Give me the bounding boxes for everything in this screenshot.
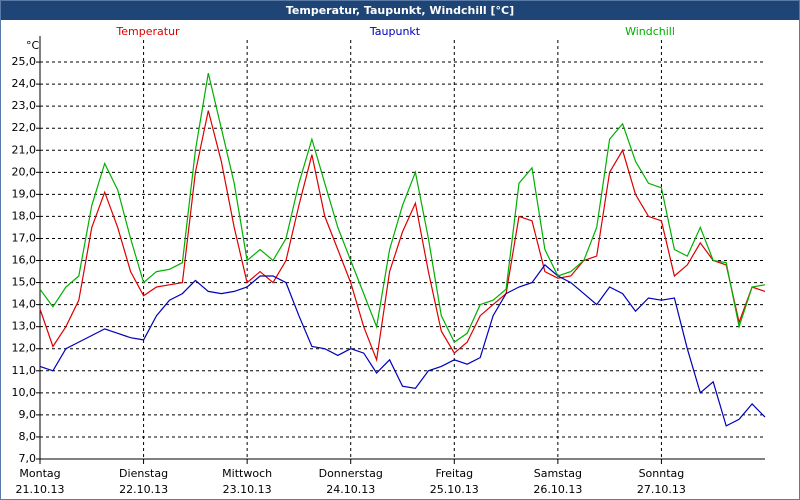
y-tick-label: 13,0 bbox=[12, 320, 37, 333]
x-tick-label: Freitag bbox=[435, 467, 473, 480]
y-tick-label: 8,0 bbox=[19, 430, 37, 443]
y-tick-label: 12,0 bbox=[12, 342, 37, 355]
y-tick-label: 9,0 bbox=[19, 408, 37, 421]
y-tick-label: 7,0 bbox=[19, 452, 37, 465]
y-tick-label: 19,0 bbox=[12, 187, 37, 200]
x-tick-label: Donnerstag bbox=[319, 467, 383, 480]
line bbox=[39, 110, 766, 363]
legend-label: Windchill bbox=[625, 25, 675, 38]
y-tick-label: 16,0 bbox=[12, 254, 37, 267]
y-tick-label: 15,0 bbox=[12, 276, 37, 289]
x-tick-label: Dienstag bbox=[119, 467, 168, 480]
x-tick-date: 21.10.13 bbox=[16, 483, 65, 496]
x-tick-date: 24.10.13 bbox=[326, 483, 375, 496]
y-tick-label: 23,0 bbox=[12, 99, 37, 112]
x-tick-date: 26.10.13 bbox=[533, 483, 582, 496]
y-unit: °C bbox=[26, 39, 40, 52]
x-tick-label: Sonntag bbox=[639, 467, 685, 480]
x-tick-date: 27.10.13 bbox=[637, 483, 686, 496]
y-tick-label: 17,0 bbox=[12, 231, 37, 244]
x-tick-label: Mittwoch bbox=[222, 467, 272, 480]
legend-label: Temperatur bbox=[115, 25, 180, 38]
y-tick-label: 25,0 bbox=[12, 55, 37, 68]
y-tick-label: 21,0 bbox=[12, 143, 37, 156]
y-tick-label: 20,0 bbox=[12, 165, 37, 178]
y-tick-label: 10,0 bbox=[12, 386, 37, 399]
title-bar bbox=[1, 1, 799, 20]
x-tick-date: 25.10.13 bbox=[430, 483, 479, 496]
line bbox=[39, 264, 766, 427]
y-tick-label: 22,0 bbox=[12, 121, 37, 134]
line bbox=[39, 72, 766, 343]
y-tick-label: 14,0 bbox=[12, 298, 37, 311]
x-tick-label: Samstag bbox=[534, 467, 582, 480]
x-tick-date: 22.10.13 bbox=[119, 483, 168, 496]
x-tick-date: 23.10.13 bbox=[223, 483, 272, 496]
legend-label: Taupunkt bbox=[369, 25, 421, 38]
x-tick-label: Montag bbox=[19, 467, 60, 480]
y-tick-label: 11,0 bbox=[12, 364, 37, 377]
y-tick-label: 18,0 bbox=[12, 209, 37, 222]
chart-title: Temperatur, Taupunkt, Windchill [°C] bbox=[286, 4, 514, 17]
y-tick-label: 24,0 bbox=[12, 77, 37, 90]
